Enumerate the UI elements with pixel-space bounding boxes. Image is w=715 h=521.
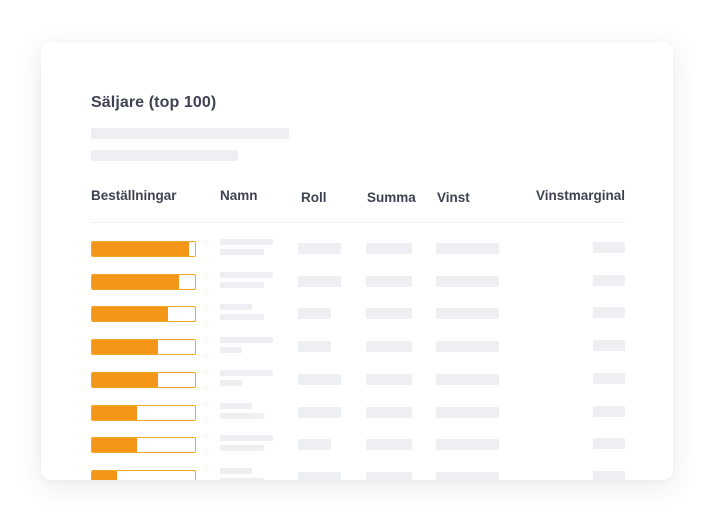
sum-placeholder <box>366 341 412 352</box>
name-sub-placeholder <box>220 347 242 353</box>
orders-progress-bar <box>91 339 196 355</box>
margin-placeholder <box>593 471 625 480</box>
orders-progress-fill <box>92 471 117 480</box>
orders-progress-bar <box>91 437 196 453</box>
name-sub-placeholder <box>220 445 264 451</box>
margin-placeholder <box>593 406 625 417</box>
role-placeholder <box>298 243 341 254</box>
name-placeholder <box>220 337 273 343</box>
name-placeholder <box>220 239 273 245</box>
sum-placeholder <box>366 276 412 287</box>
name-placeholder <box>220 272 273 278</box>
sum-placeholder <box>366 472 412 480</box>
role-placeholder <box>298 308 331 319</box>
orders-progress-bar <box>91 241 196 257</box>
column-header-orders[interactable]: Beställningar <box>91 188 177 203</box>
role-placeholder <box>298 407 341 418</box>
column-header-sum[interactable]: Summa <box>367 190 416 205</box>
role-placeholder <box>298 439 331 450</box>
name-placeholder <box>220 468 252 474</box>
orders-progress-fill <box>92 275 179 289</box>
orders-progress-fill <box>92 438 138 452</box>
margin-placeholder <box>593 438 625 449</box>
sum-placeholder <box>366 407 412 418</box>
orders-progress-fill <box>92 373 158 387</box>
column-header-role[interactable]: Roll <box>301 190 327 205</box>
name-placeholder <box>220 403 252 409</box>
table-row[interactable] <box>41 468 673 480</box>
margin-placeholder <box>593 275 625 286</box>
sellers-card: Säljare (top 100) Beställningar Namn Rol… <box>41 42 673 480</box>
margin-placeholder <box>593 307 625 318</box>
profit-placeholder <box>436 374 499 385</box>
sum-placeholder <box>366 374 412 385</box>
table-row[interactable] <box>41 272 673 294</box>
sum-placeholder <box>366 439 412 450</box>
role-placeholder <box>298 374 341 385</box>
column-header-margin[interactable]: Vinstmarginal <box>536 188 626 203</box>
profit-placeholder <box>436 439 499 450</box>
name-sub-placeholder <box>220 282 264 288</box>
table-row[interactable] <box>41 435 673 457</box>
profit-placeholder <box>436 243 499 254</box>
role-placeholder <box>298 341 331 352</box>
profit-placeholder <box>436 276 499 287</box>
orders-progress-fill <box>92 340 158 354</box>
header-divider <box>91 222 625 223</box>
column-header-name[interactable]: Namn <box>220 188 258 203</box>
role-placeholder <box>298 472 341 480</box>
name-sub-placeholder <box>220 380 242 386</box>
profit-placeholder <box>436 308 499 319</box>
sum-placeholder <box>366 308 412 319</box>
orders-progress-fill <box>92 242 189 256</box>
name-placeholder <box>220 435 273 441</box>
column-header-profit[interactable]: Vinst <box>437 190 470 205</box>
name-placeholder <box>220 304 252 310</box>
profit-placeholder <box>436 472 499 480</box>
orders-progress-bar <box>91 372 196 388</box>
name-sub-placeholder <box>220 413 264 419</box>
margin-placeholder <box>593 340 625 351</box>
orders-progress-bar <box>91 405 196 421</box>
subtitle-placeholder-short <box>91 150 238 161</box>
table-row[interactable] <box>41 337 673 359</box>
subtitle-placeholder <box>91 128 289 139</box>
table-row[interactable] <box>41 403 673 425</box>
name-sub-placeholder <box>220 478 264 480</box>
role-placeholder <box>298 276 341 287</box>
name-sub-placeholder <box>220 314 264 320</box>
orders-progress-bar <box>91 274 196 290</box>
table-row[interactable] <box>41 370 673 392</box>
margin-placeholder <box>593 242 625 253</box>
orders-progress-fill <box>92 307 169 321</box>
name-sub-placeholder <box>220 249 264 255</box>
profit-placeholder <box>436 407 499 418</box>
orders-progress-fill <box>92 406 138 420</box>
orders-progress-bar <box>91 470 196 480</box>
profit-placeholder <box>436 341 499 352</box>
sum-placeholder <box>366 243 412 254</box>
orders-progress-bar <box>91 306 196 322</box>
table-row[interactable] <box>41 304 673 326</box>
table-row[interactable] <box>41 239 673 261</box>
card-title: Säljare (top 100) <box>91 94 217 111</box>
margin-placeholder <box>593 373 625 384</box>
name-placeholder <box>220 370 273 376</box>
